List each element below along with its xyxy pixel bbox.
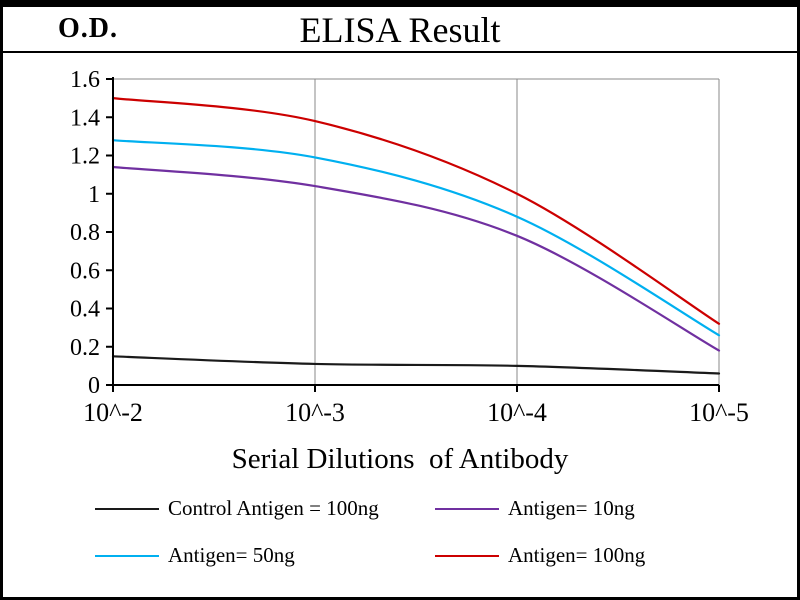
chart-header: O.D. ELISA Result: [3, 7, 797, 53]
legend-item-control-antigen: Control Antigen = 100ng: [95, 496, 435, 521]
chart-title: ELISA Result: [299, 10, 501, 50]
legend-label: Antigen= 10ng: [508, 496, 635, 520]
legend-label: Antigen= 50ng: [168, 543, 295, 567]
svg-text:1.4: 1.4: [70, 105, 100, 131]
legend-label: Control Antigen = 100ng: [168, 496, 379, 520]
svg-text:0.2: 0.2: [70, 335, 100, 361]
legend-line-icon: [435, 507, 499, 510]
svg-text:0: 0: [88, 373, 100, 399]
x-axis-title: Serial Dilutions of Antibody: [231, 443, 569, 475]
svg-text:0.8: 0.8: [70, 220, 100, 246]
svg-text:10^-5: 10^-5: [689, 398, 749, 427]
svg-text:10^-4: 10^-4: [487, 398, 547, 427]
legend-item-antigen-50ng: Antigen= 50ng: [95, 543, 435, 568]
svg-text:0.6: 0.6: [70, 258, 100, 284]
svg-text:1: 1: [88, 182, 100, 208]
svg-text:10^-2: 10^-2: [83, 398, 143, 427]
svg-text:1.6: 1.6: [70, 67, 100, 93]
legend-item-antigen-100ng: Antigen= 100ng: [435, 543, 797, 568]
legend-line-icon: [95, 554, 159, 557]
elisa-plot-svg: 0 0.2 0.4 0.6 0.8 1 1.2 1.4 1.6 10^-2 10^-3 10^-4 10…: [70, 67, 749, 427]
chart-legend: Control Antigen = 100ng Antigen= 10ng An…: [3, 476, 797, 568]
svg-text:0.4: 0.4: [70, 297, 100, 323]
legend-label: Antigen= 100ng: [508, 543, 646, 567]
svg-text:1.2: 1.2: [70, 144, 100, 170]
legend-line-icon: [95, 507, 159, 510]
legend-item-antigen-10ng: Antigen= 10ng: [435, 496, 797, 521]
legend-line-icon: [435, 554, 499, 557]
y-axis-unit-label: O.D.: [58, 13, 118, 44]
svg-text:10^-3: 10^-3: [285, 398, 345, 427]
